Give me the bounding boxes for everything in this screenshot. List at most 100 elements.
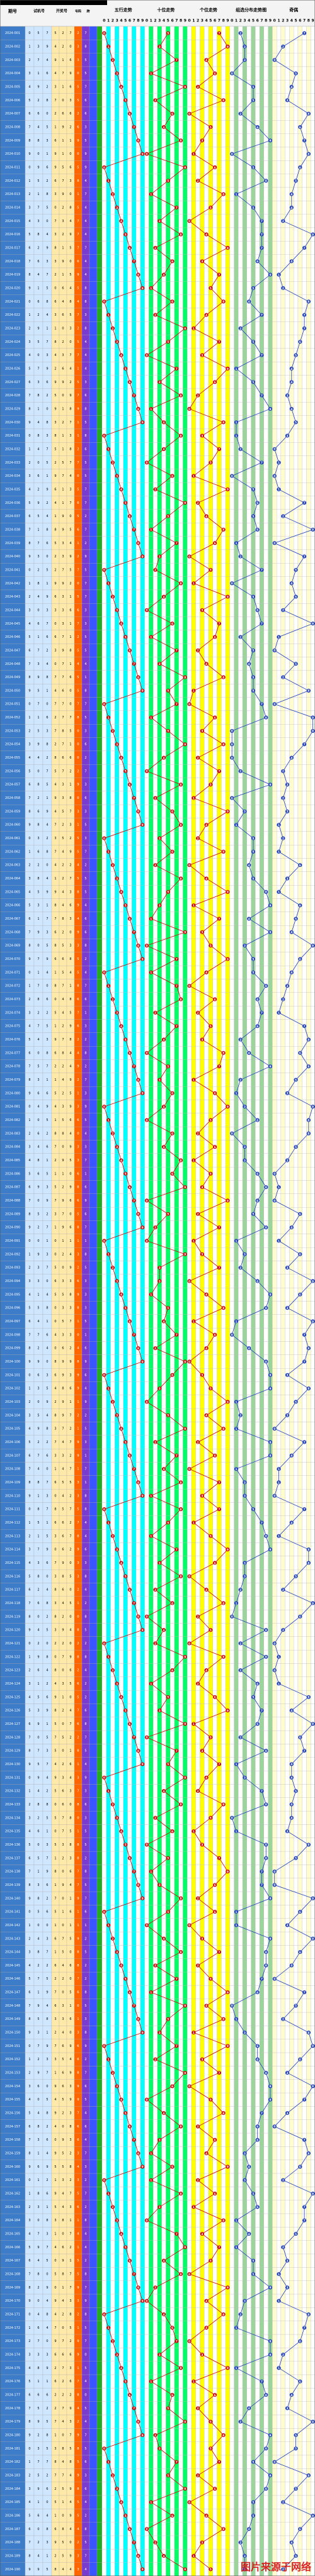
- trial-3: 4: [46, 971, 48, 974]
- span-column-3-cell: [96, 536, 103, 550]
- span-value: 7: [84, 769, 86, 773]
- trial-2: 7: [37, 957, 39, 961]
- group-oe-cell: [302, 871, 307, 886]
- group-wuxing-cell: [132, 80, 137, 94]
- draw-1: 3: [54, 837, 56, 840]
- group-dist-cell: [259, 657, 265, 671]
- group-oe-cell: [306, 831, 311, 845]
- group-dist-cell: [255, 415, 260, 430]
- group-tens-cell: [178, 294, 183, 309]
- group-wuxing-cell: [106, 80, 111, 94]
- group-tens-cell: [170, 523, 175, 537]
- group-wuxing-cell: [118, 871, 123, 886]
- draw-2: 3: [62, 542, 64, 545]
- group-dist-cell: [234, 858, 239, 873]
- group-dist-cell: [229, 281, 234, 295]
- group-wuxing-cell: [127, 201, 132, 215]
- group-dist-cell: [263, 724, 268, 738]
- group-oe-cell: [302, 657, 307, 671]
- group-oe-cell: [272, 952, 277, 966]
- sum-value: 5: [77, 689, 79, 693]
- group-tens-cell: [166, 147, 171, 161]
- group-oe-cell: [285, 281, 290, 295]
- group-dist-cell: [242, 710, 247, 725]
- group-units-cell: [195, 402, 200, 416]
- group-tens-cell: [183, 684, 188, 698]
- group-wuxing-cell: [132, 26, 137, 40]
- trial-1: 8: [28, 810, 30, 813]
- group-wuxing-cell: [135, 160, 140, 174]
- group-dist-cell: [242, 576, 247, 591]
- group-dist-cell: [238, 871, 243, 886]
- draw-1: 0: [54, 206, 56, 209]
- group-oe-cell: [294, 362, 299, 376]
- group-dist-cell: [268, 375, 273, 389]
- group-units-cell: [217, 858, 222, 873]
- group-units-cell: [212, 26, 217, 40]
- draw-2: 1: [62, 501, 64, 505]
- sum-value: 0: [77, 796, 79, 800]
- trial-3: 5: [46, 286, 48, 290]
- draw-3: 6: [69, 904, 71, 908]
- group-tens-cell: [170, 455, 175, 470]
- group-tens-cell: [183, 939, 188, 953]
- group-oe-cell: [272, 737, 277, 752]
- draw-2: 0: [62, 326, 64, 330]
- group-oe-cell: [272, 482, 277, 496]
- group-wuxing-cell: [106, 616, 111, 631]
- group-wuxing-cell: [132, 348, 137, 362]
- group-tens-cell: [149, 818, 154, 832]
- group-dist-cell: [263, 415, 268, 430]
- group-oe-cell: [285, 925, 290, 939]
- trial-3: 9: [46, 246, 48, 250]
- group-tens-cell: [170, 737, 175, 752]
- trial-1: 3: [28, 474, 30, 478]
- group-tens-cell: [144, 482, 149, 496]
- group-wuxing-cell: [135, 120, 140, 134]
- group-oe-cell: [272, 227, 277, 242]
- group-wuxing-cell: [132, 778, 137, 792]
- group-oe-cell: [289, 644, 294, 657]
- draw-2: 5: [62, 837, 64, 840]
- group-oe-cell: [277, 335, 282, 349]
- group-units-cell: [200, 912, 205, 926]
- group-oe-cell: [297, 576, 302, 591]
- group-units-cell: [225, 831, 230, 845]
- group-wuxing-cell: [127, 442, 132, 456]
- draw-3: 6: [69, 112, 71, 116]
- group-units-cell: [212, 321, 217, 335]
- group-oe-cell: [285, 616, 290, 631]
- group-dist-cell: [229, 697, 234, 711]
- group-dist-cell: [263, 831, 268, 845]
- group-wuxing-cell: [140, 388, 145, 403]
- group-units-cell: [187, 80, 192, 94]
- group-oe-cell: [285, 26, 290, 40]
- draw-1: 6: [54, 488, 56, 491]
- group-oe-cell: [294, 402, 299, 416]
- group-oe-cell: [272, 858, 277, 873]
- group-units-cell: [208, 805, 213, 818]
- group-oe-cell: [280, 147, 285, 161]
- sum-value: 5: [77, 206, 79, 209]
- group-oe-cell: [294, 724, 299, 738]
- group-tens-cell: [178, 845, 183, 859]
- group-wuxing-cell: [101, 630, 106, 644]
- group-tens-cell: [149, 871, 154, 886]
- group-oe-cell: [280, 442, 285, 456]
- group-units-cell: [195, 281, 200, 295]
- group-wuxing-cell: [123, 710, 128, 725]
- group-dist-cell: [259, 603, 265, 617]
- group-tens-cell: [178, 254, 183, 269]
- group-oe-cell: [272, 778, 277, 792]
- group-wuxing-cell: [127, 362, 132, 376]
- draw-2: 1: [62, 152, 64, 156]
- group-oe-cell: [272, 40, 277, 53]
- draw-3: 0: [69, 930, 71, 934]
- group-units-cell: [200, 616, 205, 631]
- group-oe-cell: [277, 174, 282, 188]
- group-dist-cell: [229, 549, 234, 564]
- group-tens-cell: [183, 845, 188, 859]
- group-oe-cell: [294, 321, 299, 335]
- group-wuxing-cell: [106, 26, 111, 40]
- group-dist-cell: [229, 375, 234, 389]
